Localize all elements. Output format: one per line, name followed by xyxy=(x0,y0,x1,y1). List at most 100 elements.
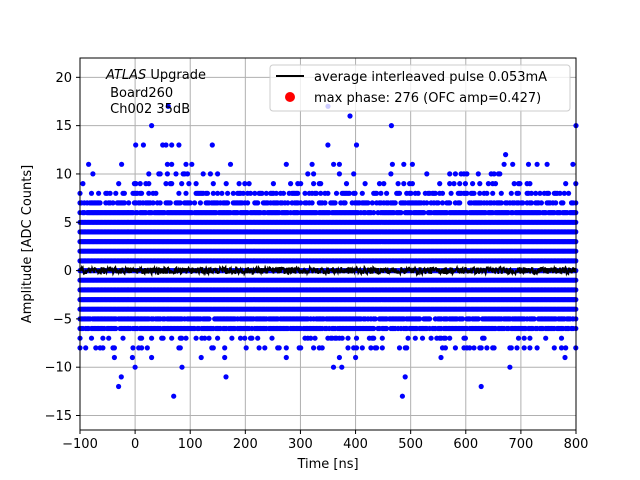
sample-point xyxy=(210,345,216,351)
sample-point xyxy=(503,152,509,158)
sample-point xyxy=(193,335,199,341)
sample-point xyxy=(447,200,453,206)
sample-point xyxy=(497,171,503,177)
sample-point xyxy=(347,113,353,119)
sample-point xyxy=(269,335,275,341)
sample-point xyxy=(113,190,119,196)
sample-point xyxy=(177,345,183,351)
x-tick-label: 100 xyxy=(178,437,203,452)
sample-point xyxy=(343,181,350,187)
sample-point xyxy=(171,393,177,399)
sample-point xyxy=(126,200,132,206)
sample-point xyxy=(160,142,166,148)
sample-point xyxy=(137,181,143,187)
sample-point xyxy=(477,181,483,187)
sample-point xyxy=(379,335,385,341)
sample-point xyxy=(392,200,398,206)
sample-point xyxy=(325,190,331,196)
sample-point xyxy=(470,181,476,187)
y-tick-label: −15 xyxy=(45,409,72,424)
sample-point xyxy=(527,345,533,351)
sample-point xyxy=(119,161,125,167)
sample-point xyxy=(325,142,331,148)
sample-point xyxy=(133,142,139,148)
sample-point xyxy=(402,374,408,380)
sample-point xyxy=(538,200,545,206)
sample-point xyxy=(140,142,146,148)
sample-point xyxy=(227,161,234,167)
sample-point xyxy=(116,383,122,390)
sample-point xyxy=(336,161,342,167)
sample-point xyxy=(336,171,342,177)
sample-point xyxy=(295,190,301,196)
sample-point xyxy=(249,335,255,341)
sample-point xyxy=(558,335,565,341)
sample-point xyxy=(570,161,576,167)
sample-point xyxy=(176,142,182,148)
sample-point xyxy=(452,345,458,351)
sample-point xyxy=(339,335,345,341)
sample-point xyxy=(90,171,96,177)
sample-point xyxy=(120,335,126,341)
sample-point xyxy=(309,161,315,167)
sample-point xyxy=(566,190,572,196)
sample-point xyxy=(353,345,360,351)
sample-point xyxy=(342,200,348,206)
sample-point xyxy=(415,190,421,196)
sample-point xyxy=(563,345,569,351)
sample-point xyxy=(243,345,249,351)
x-tick-label: −100 xyxy=(62,437,98,452)
sample-point xyxy=(283,345,289,351)
sample-point xyxy=(229,335,235,341)
sample-point xyxy=(111,345,117,351)
sample-point xyxy=(256,345,262,351)
sample-point xyxy=(83,345,89,351)
sample-point xyxy=(379,345,385,351)
sample-point xyxy=(215,171,221,177)
sample-point xyxy=(318,181,324,187)
sample-point xyxy=(298,345,304,351)
sample-point xyxy=(543,335,549,341)
sample-point xyxy=(144,345,150,351)
sample-point xyxy=(88,190,95,196)
sample-point xyxy=(478,383,484,390)
sample-point xyxy=(262,345,268,351)
sample-point xyxy=(88,335,95,341)
sample-point xyxy=(563,181,569,187)
sample-point xyxy=(222,354,228,361)
sample-point xyxy=(351,171,357,177)
sample-point xyxy=(111,354,117,361)
sample-point xyxy=(439,190,446,196)
sample-point xyxy=(157,200,163,206)
sample-point xyxy=(345,345,351,351)
sample-point xyxy=(100,335,106,341)
sample-point xyxy=(396,345,403,351)
sample-point xyxy=(311,181,317,187)
sample-point xyxy=(100,345,106,351)
sample-point xyxy=(484,190,490,196)
sample-point xyxy=(388,171,394,177)
sample-point xyxy=(378,190,384,196)
sample-point xyxy=(210,181,216,187)
sample-point xyxy=(86,161,92,167)
sample-point xyxy=(451,181,457,187)
sample-point xyxy=(149,123,155,129)
sample-point xyxy=(481,335,487,341)
x-tick-label: 300 xyxy=(288,437,313,452)
sample-point xyxy=(553,200,559,206)
sample-point xyxy=(129,354,135,361)
x-tick-label: 400 xyxy=(343,437,368,452)
sample-point xyxy=(517,181,523,187)
sample-point xyxy=(193,181,199,187)
sample-point xyxy=(501,161,507,167)
sample-point xyxy=(116,181,122,187)
x-tick-label: 800 xyxy=(564,437,589,452)
sample-point xyxy=(169,335,175,341)
sample-point xyxy=(223,374,229,380)
sample-point xyxy=(331,161,337,167)
sample-point xyxy=(498,190,504,196)
sample-point xyxy=(525,161,532,167)
sample-point xyxy=(106,335,112,341)
sample-point xyxy=(153,190,159,196)
sample-point xyxy=(160,335,166,341)
